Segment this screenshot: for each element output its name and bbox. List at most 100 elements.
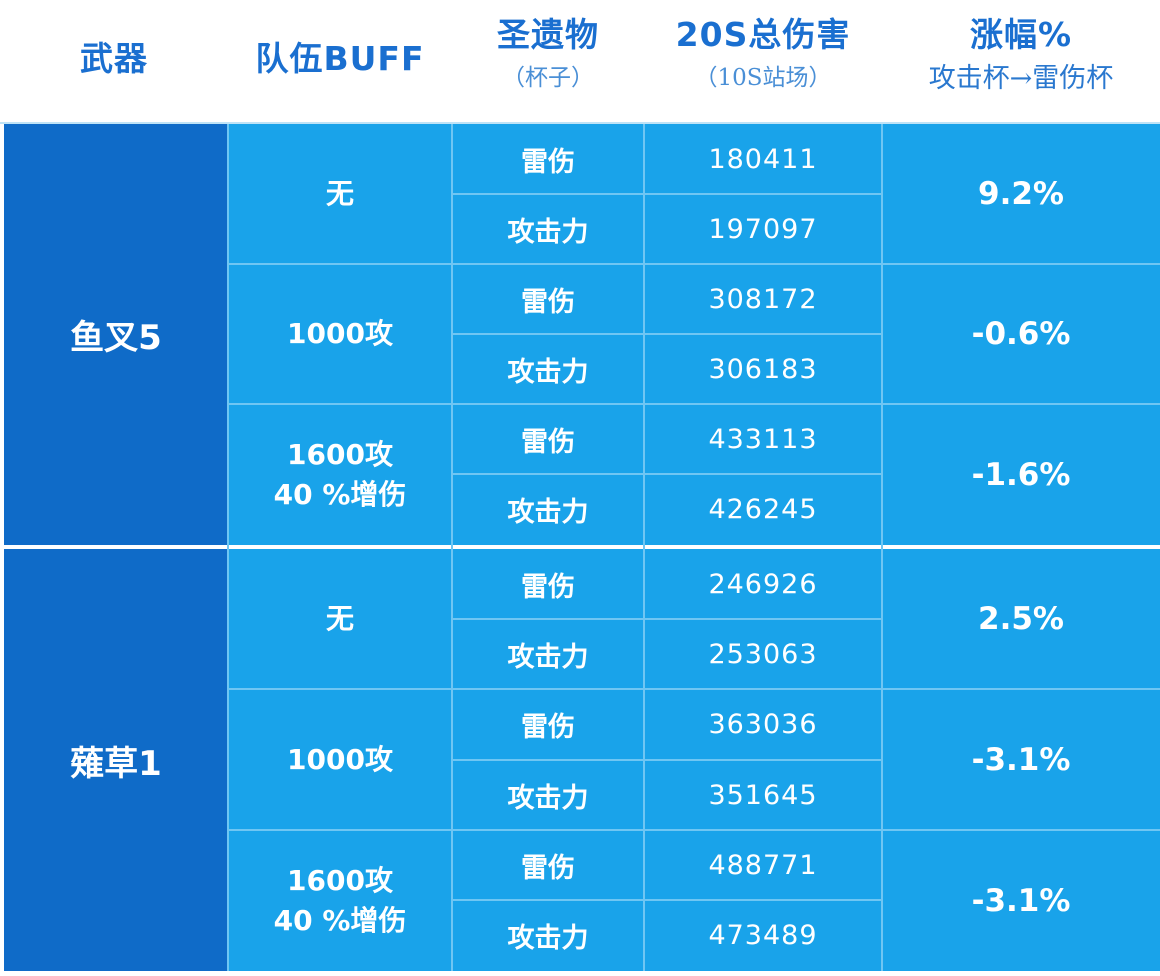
- artifact-cell: 雷伤: [452, 830, 644, 900]
- weapon-label: 鱼叉5: [70, 318, 162, 358]
- artifact-label: 雷伤: [521, 852, 575, 884]
- weapon-cell: 薙草1: [4, 549, 228, 971]
- artifact-cell: 雷伤: [452, 264, 644, 334]
- damage-value: 308172: [708, 283, 818, 315]
- buff-label: 40 %增伤: [273, 477, 407, 511]
- artifact-cell: 攻击力: [452, 619, 644, 689]
- damage-cell: 426245: [644, 474, 882, 545]
- artifact-cell: 雷伤: [452, 404, 644, 474]
- header-artifact-sub: （杯子）: [502, 65, 594, 91]
- artifact-cell: 攻击力: [452, 474, 644, 545]
- buff-label: 1000攻: [287, 742, 393, 776]
- grid-line: [452, 193, 882, 195]
- artifact-label: 攻击力: [507, 497, 589, 528]
- damage-cell: 473489: [644, 900, 882, 971]
- header-weapon: 武器: [0, 0, 228, 122]
- artifact-label: 攻击力: [507, 216, 589, 248]
- damage-value: 197097: [708, 213, 818, 245]
- increase-value: -3.1%: [971, 741, 1071, 778]
- damage-cell: 433113: [644, 404, 882, 474]
- damage-cell: 351645: [644, 760, 882, 830]
- increase-cell: -1.6%: [882, 404, 1160, 545]
- grid-line: [228, 688, 1160, 690]
- grid-line: [881, 124, 883, 971]
- artifact-label: 雷伤: [521, 286, 575, 318]
- group-separator: [0, 545, 1160, 549]
- damage-cell: 253063: [644, 619, 882, 689]
- artifact-label: 雷伤: [521, 146, 575, 178]
- increase-value: 9.2%: [978, 176, 1064, 212]
- header-damage: 20S总伤害 （10S站场）: [644, 0, 882, 122]
- artifact-label: 攻击力: [507, 641, 589, 673]
- header-increase: 涨幅% 攻击杯→雷伤杯: [882, 0, 1160, 122]
- buff-label: 1600攻: [287, 864, 393, 898]
- grid-line: [451, 124, 453, 971]
- weapon-cell: 鱼叉5: [4, 124, 228, 545]
- grid-line: [452, 333, 882, 335]
- grid-line: [452, 473, 882, 475]
- increase-cell: 2.5%: [882, 549, 1160, 689]
- header-artifact: 圣遗物 （杯子）: [452, 0, 644, 122]
- buff-label: 无: [325, 177, 354, 211]
- increase-cell: 9.2%: [882, 124, 1160, 264]
- artifact-cell: 攻击力: [452, 900, 644, 971]
- buff-cell: 1000攻: [228, 264, 452, 404]
- header-increase-label: 涨幅%: [969, 15, 1073, 54]
- damage-cell: 306183: [644, 334, 882, 404]
- header-divider: [0, 122, 1160, 124]
- header-weapon-label: 武器: [80, 39, 148, 78]
- damage-value: 433113: [708, 423, 818, 455]
- damage-cell: 246926: [644, 549, 882, 619]
- damage-value: 473489: [708, 920, 818, 951]
- buff-cell: 1000攻: [228, 689, 452, 830]
- increase-value: -0.6%: [971, 316, 1071, 352]
- header-artifact-label: 圣遗物: [497, 15, 599, 54]
- artifact-cell: 雷伤: [452, 124, 644, 194]
- buff-label: 无: [325, 602, 354, 636]
- artifact-cell: 雷伤: [452, 689, 644, 760]
- buff-cell: 无: [228, 549, 452, 689]
- grid-line: [228, 263, 1160, 265]
- grid-line: [452, 899, 882, 901]
- artifact-cell: 攻击力: [452, 194, 644, 264]
- header-damage-label: 20S总伤害: [675, 15, 851, 54]
- damage-value: 253063: [708, 638, 818, 670]
- weapon-label: 薙草1: [70, 743, 162, 784]
- grid-line: [228, 829, 1160, 831]
- artifact-cell: 雷伤: [452, 549, 644, 619]
- artifact-cell: 攻击力: [452, 334, 644, 404]
- grid-line: [228, 403, 1160, 405]
- damage-value: 246926: [708, 568, 818, 600]
- grid-line: [452, 759, 882, 761]
- header-damage-sub: （10S站场）: [694, 65, 832, 91]
- artifact-label: 攻击力: [507, 356, 589, 388]
- increase-value: 2.5%: [978, 601, 1064, 637]
- damage-cell: 488771: [644, 830, 882, 900]
- damage-value: 306183: [708, 353, 818, 385]
- buff-label: 1600攻: [287, 438, 393, 472]
- damage-value: 180411: [708, 143, 818, 175]
- grid-line: [643, 124, 645, 971]
- header-increase-sub: 攻击杯→雷伤杯: [928, 63, 1114, 94]
- artifact-cell: 攻击力: [452, 760, 644, 830]
- artifact-label: 攻击力: [507, 782, 589, 814]
- increase-cell: -3.1%: [882, 830, 1160, 971]
- artifact-label: 雷伤: [521, 571, 575, 603]
- buff-cell: 1600攻 40 %增伤: [228, 830, 452, 971]
- grid-line: [452, 618, 882, 620]
- damage-cell: 197097: [644, 194, 882, 264]
- artifact-label: 攻击力: [507, 923, 589, 954]
- buff-label: 40 %增伤: [273, 903, 407, 937]
- increase-cell: -0.6%: [882, 264, 1160, 404]
- increase-value: -3.1%: [971, 882, 1071, 919]
- artifact-label: 雷伤: [521, 712, 575, 743]
- increase-value: -1.6%: [971, 456, 1071, 493]
- damage-value: 488771: [708, 849, 818, 881]
- grid-line: [227, 124, 229, 971]
- damage-value: 351645: [708, 779, 818, 811]
- buff-label: 1000攻: [287, 317, 393, 351]
- increase-cell: -3.1%: [882, 689, 1160, 830]
- damage-cell: 308172: [644, 264, 882, 334]
- artifact-label: 雷伤: [521, 426, 575, 458]
